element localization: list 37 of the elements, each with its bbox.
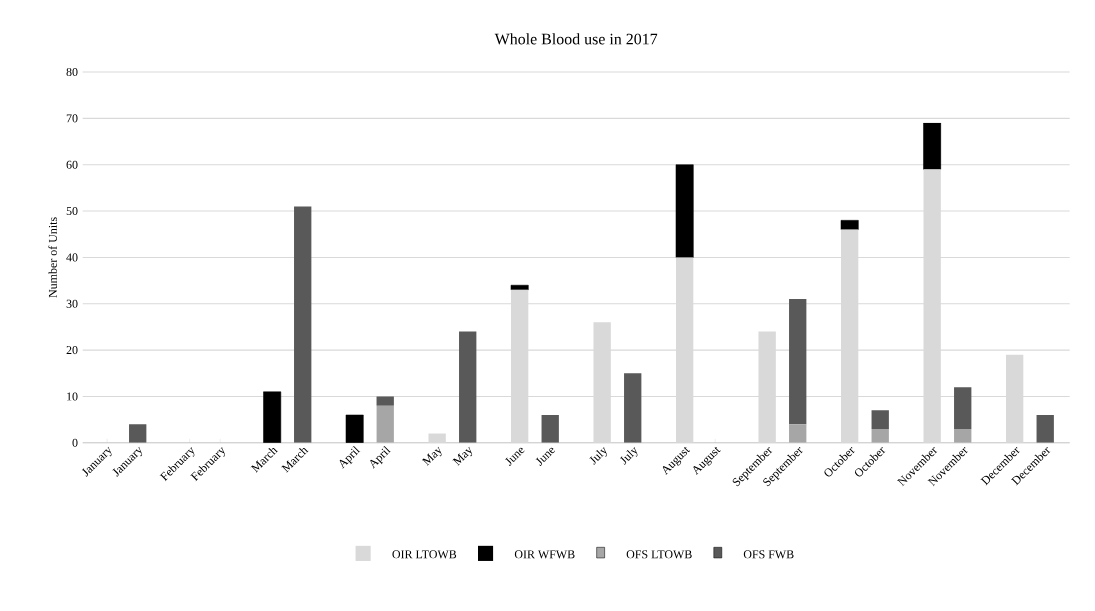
y-tick-label: 70 [66, 114, 78, 123]
y-tick-label: 50 [66, 207, 78, 216]
bar [789, 424, 807, 443]
legend-label: OIR LTOWB [392, 550, 457, 559]
x-tick-label: May [452, 446, 473, 466]
bar [675, 164, 694, 258]
bar [624, 373, 642, 443]
y-tick-label: 60 [66, 160, 78, 169]
legend-label: OFS LTOWB [626, 550, 692, 559]
chart-title: Whole Blood use in 2017 [494, 33, 658, 45]
legend-label: OFS FWB [743, 550, 794, 559]
y-tick-label: 10 [67, 392, 78, 401]
bar [871, 428, 889, 443]
x-tick-label: June [535, 447, 556, 466]
y-tick-label: 0 [72, 438, 78, 447]
y-tick-label: 80 [66, 68, 78, 77]
bar [294, 206, 312, 443]
x-tick-label: May [421, 446, 442, 466]
bar [1036, 415, 1054, 443]
bar [376, 405, 394, 443]
bar [789, 299, 807, 425]
x-tick-label: June [505, 447, 525, 466]
bar [459, 331, 477, 443]
bar [129, 424, 147, 443]
legend-label: OIR WFWB [514, 550, 575, 559]
bar [954, 387, 972, 429]
y-tick-label: 20 [66, 346, 78, 355]
bar [428, 433, 446, 443]
bar [871, 410, 889, 429]
y-tick-label: 40 [66, 253, 78, 262]
y-tick-label: 30 [66, 299, 78, 308]
y-axis-title: Number of Units [48, 217, 57, 298]
x-tick-label: July [589, 447, 607, 465]
bar [541, 415, 559, 443]
bar [376, 396, 394, 406]
bar [954, 428, 972, 443]
x-tick-label: July [619, 447, 638, 465]
